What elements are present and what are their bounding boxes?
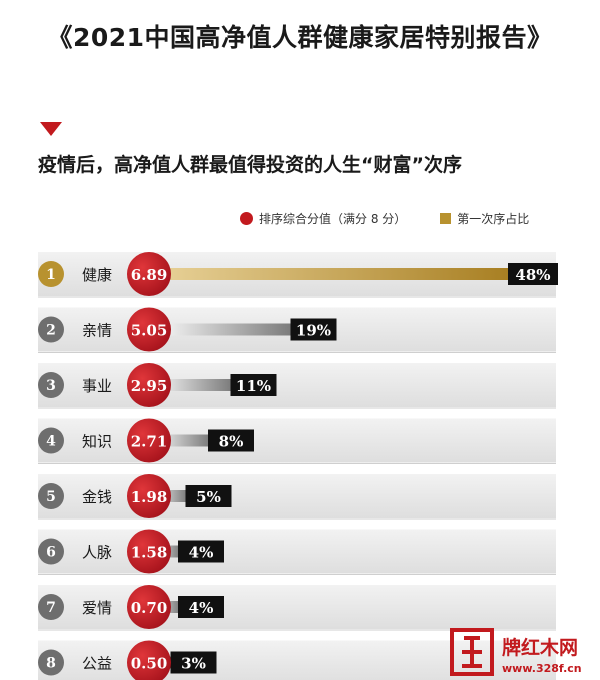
share-label-box (185, 485, 232, 507)
score-value-label: 0.70 (131, 599, 168, 617)
logo-glyph-icon (462, 636, 482, 668)
chart-subtitle: 疫情后，高净值人群最值得投资的人生“财富”次序 (38, 154, 462, 176)
legend: 排序综合分值（满分 8 分） 第一次序占比 (240, 210, 529, 227)
category-label: 亲情 (82, 322, 112, 340)
rank-number: 5 (46, 489, 56, 505)
rank-badge (38, 261, 64, 287)
rank-badge (38, 427, 64, 454)
score-badge (127, 307, 171, 352)
score-badge (127, 474, 171, 518)
category-label: 人脉 (82, 544, 112, 562)
rank-number: 1 (46, 267, 56, 283)
share-label-box (208, 429, 254, 452)
category-label: 公益 (82, 655, 112, 673)
share-label-box (170, 651, 217, 674)
row-background (38, 474, 556, 518)
share-label-box (508, 263, 558, 285)
rank-number: 3 (46, 378, 56, 394)
category-label: 爱情 (82, 599, 112, 617)
score-badge (127, 252, 171, 296)
legend-share-label: 第一次序占比 (457, 212, 530, 226)
score-value-label: 1.58 (131, 544, 168, 562)
share-label-box (230, 374, 277, 396)
score-value-label: 6.89 (131, 266, 168, 284)
row-background (38, 363, 556, 407)
row-background (38, 418, 556, 463)
score-value-label: 2.71 (131, 433, 168, 451)
score-badge (127, 363, 171, 407)
score-badge (127, 529, 171, 574)
logo-frame-icon (450, 628, 494, 676)
score-value-label: 5.05 (131, 322, 168, 340)
rank-badge (38, 372, 64, 398)
triangle-marker-icon (40, 122, 62, 136)
score-badge (127, 418, 171, 463)
share-value-label: 8% (219, 433, 244, 451)
share-value-label: 4% (189, 544, 214, 562)
share-value-label: 48% (515, 266, 550, 284)
rank-number: 4 (46, 434, 56, 450)
rank-number: 6 (46, 545, 56, 561)
legend-score-label: 排序综合分值（满分 8 分） (259, 212, 407, 226)
rank-number: 2 (46, 323, 56, 339)
category-label: 金钱 (82, 488, 112, 506)
share-value-label: 5% (196, 488, 221, 506)
rank-number: 7 (46, 600, 56, 616)
share-bar (150, 268, 510, 280)
rank-badge (38, 649, 64, 676)
rank-badge (38, 538, 64, 565)
share-value-label: 3% (181, 655, 206, 673)
score-badge (127, 585, 171, 629)
red-dot-icon (240, 212, 253, 225)
watermark-brand: 牌红木网 (502, 636, 578, 659)
category-label: 健康 (82, 266, 112, 284)
score-badge (127, 640, 171, 680)
score-value-label: 0.50 (131, 655, 168, 673)
share-label-box (178, 540, 224, 563)
row-background (38, 529, 556, 574)
rank-number: 8 (46, 656, 56, 672)
share-bar (150, 323, 293, 336)
category-label: 事业 (82, 377, 112, 395)
gold-square-icon (440, 213, 452, 224)
rank-badge (38, 316, 64, 343)
page-title: 《2021中国高净值人群健康家居特别报告》 (47, 23, 553, 52)
watermark-logo: 牌红木网 www.328f.cn (450, 628, 582, 676)
category-label: 知识 (82, 433, 112, 451)
score-value-label: 2.95 (131, 377, 168, 395)
share-value-label: 19% (296, 322, 331, 340)
share-label-box (290, 318, 337, 341)
share-value-label: 11% (236, 377, 271, 395)
score-value-label: 1.98 (131, 488, 168, 506)
rank-badge (38, 483, 64, 509)
row-background (38, 585, 556, 629)
share-label-box (178, 596, 224, 618)
rank-badge (38, 594, 64, 620)
watermark-url: www.328f.cn (502, 662, 582, 675)
share-value-label: 4% (189, 599, 214, 617)
